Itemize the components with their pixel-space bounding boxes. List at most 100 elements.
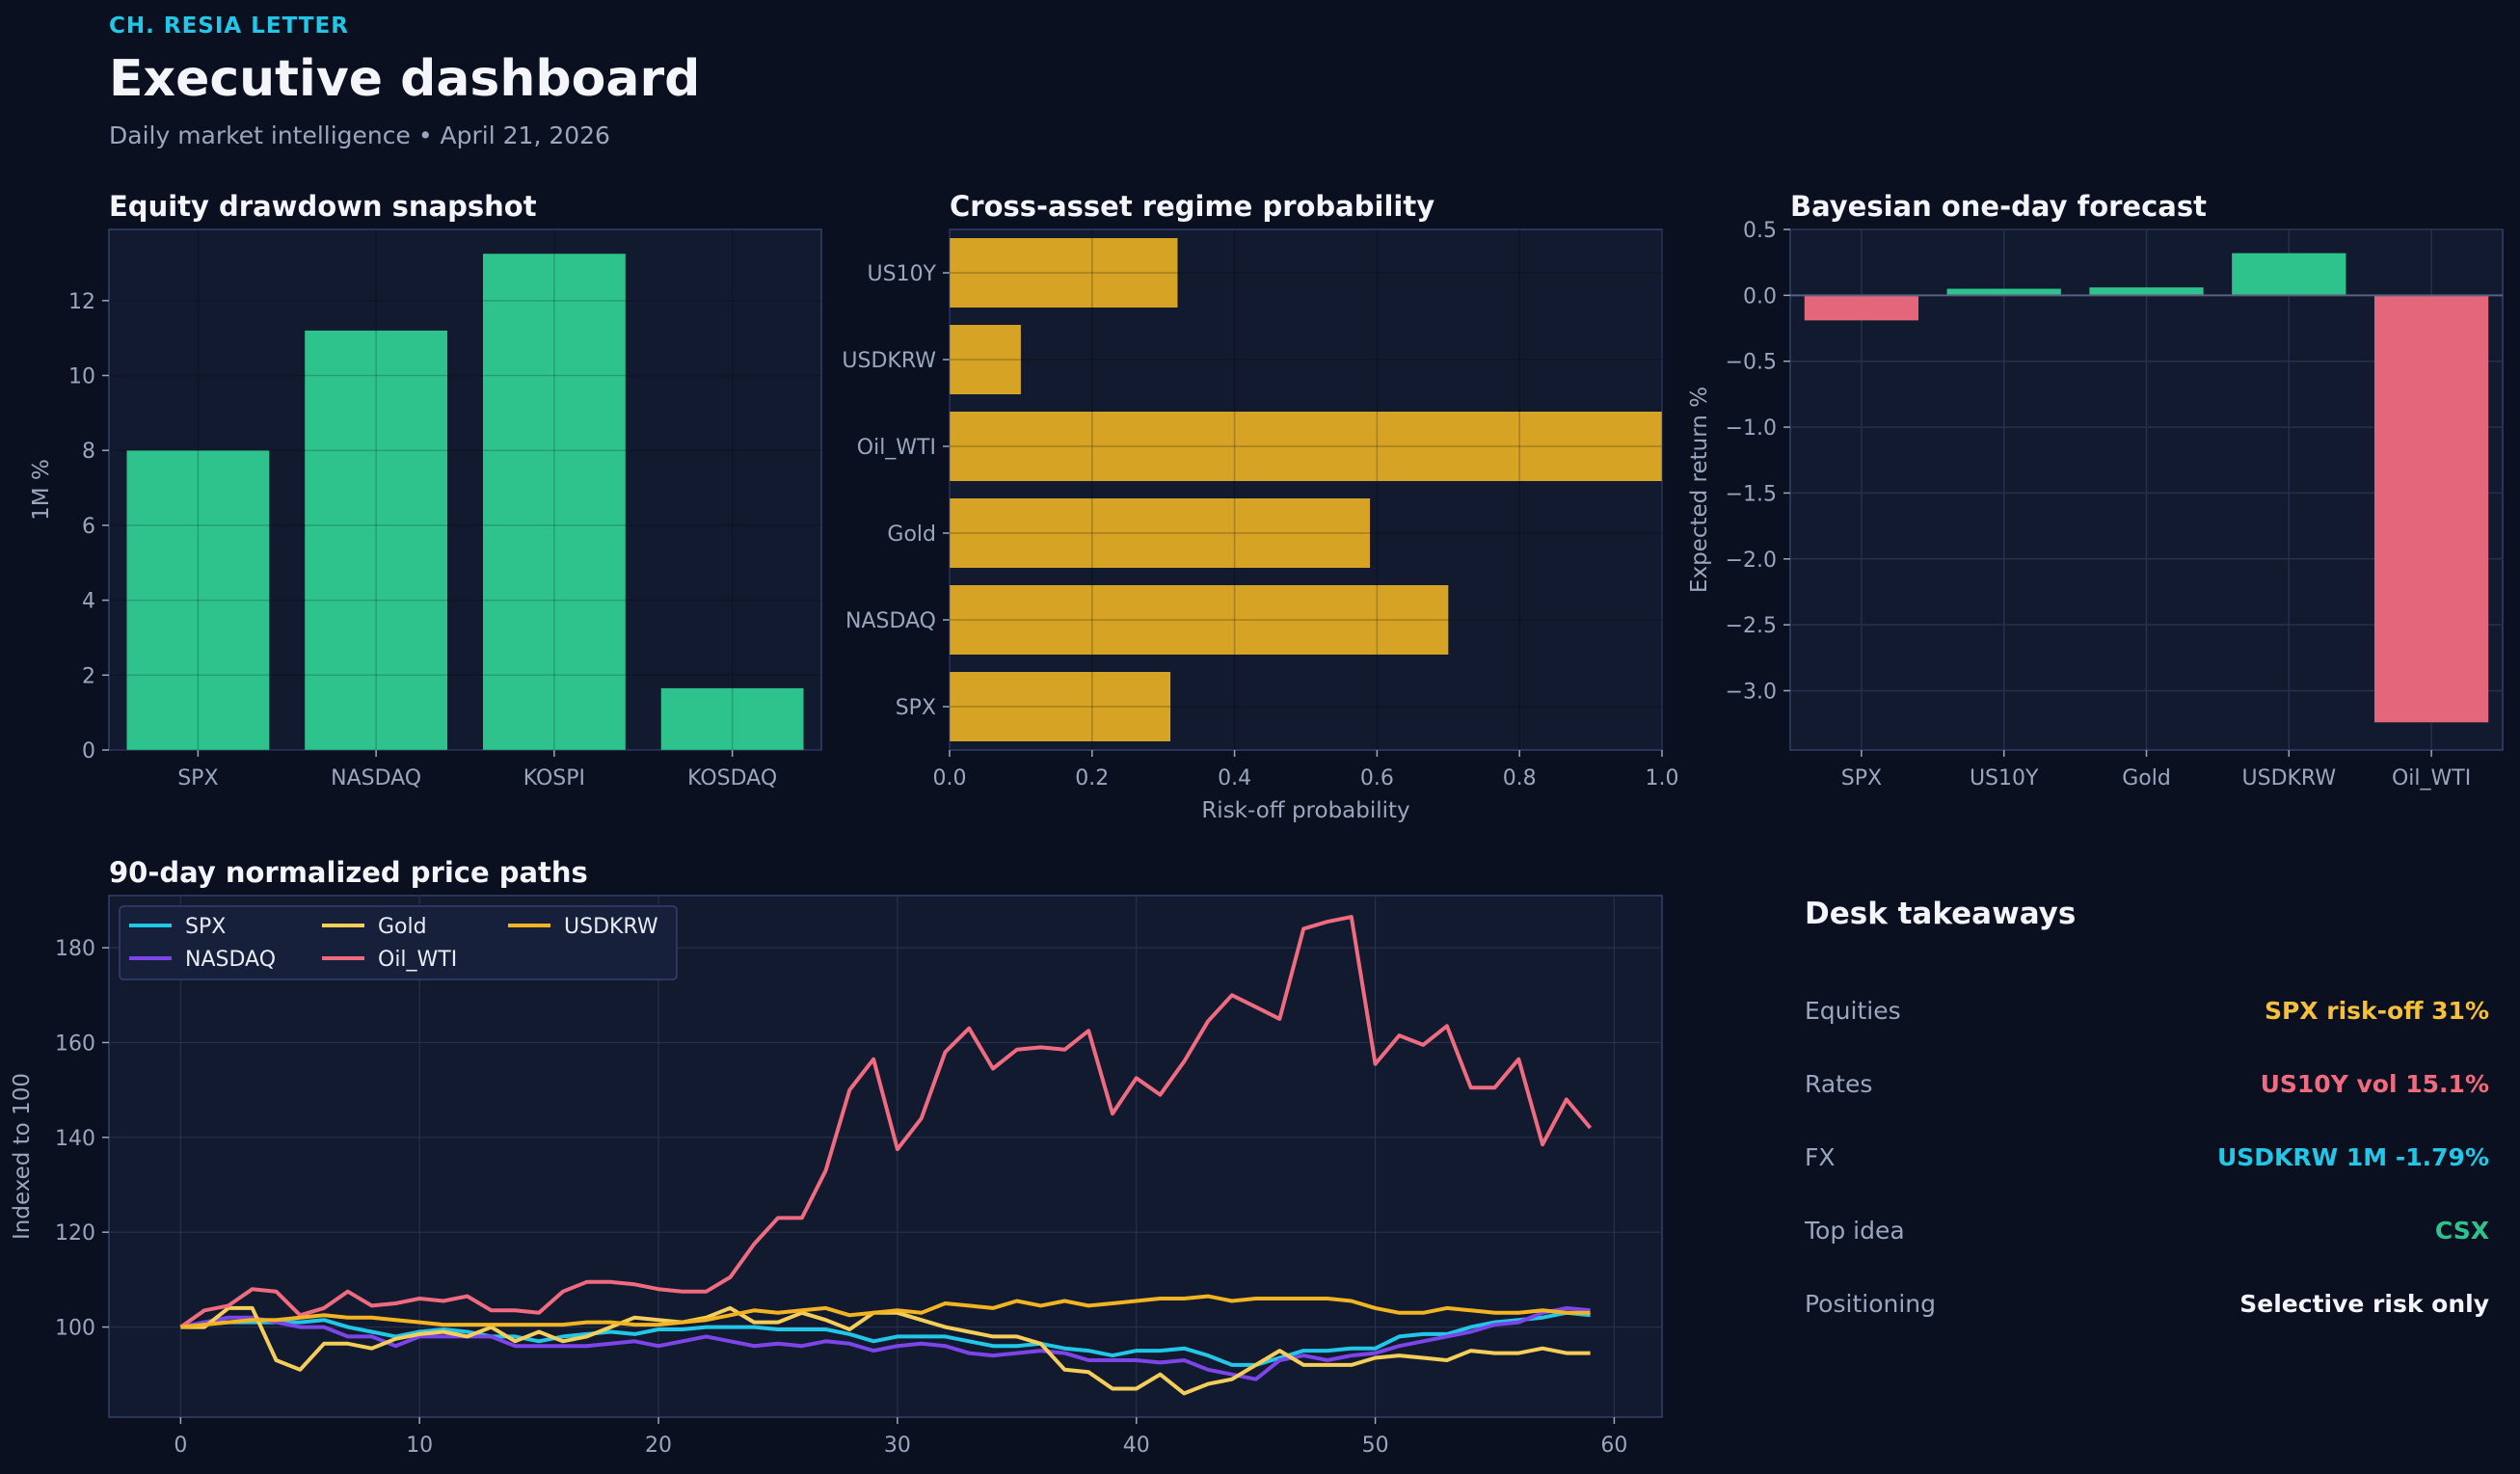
- plot-area: [949, 228, 1663, 751]
- y-tick-label: −1.0: [1726, 416, 1777, 441]
- bar: [660, 687, 804, 750]
- regime-chart-title: Cross-asset regime probability: [950, 190, 1435, 223]
- takeaways-title: Desk takeaways: [1805, 897, 2077, 931]
- x-tick-label: 0.4: [1218, 766, 1251, 791]
- bar: [950, 325, 1021, 394]
- takeaway-label: Positioning: [1805, 1289, 1936, 1318]
- y-axis-label: Indexed to 100: [10, 1073, 35, 1240]
- bar: [1946, 288, 2061, 296]
- y-tick-label: 0: [82, 739, 95, 764]
- bar: [950, 238, 1178, 308]
- x-axis-label: Risk-off probability: [1201, 798, 1409, 823]
- y-tick-label: 0.5: [1743, 219, 1777, 243]
- legend-label: Gold: [378, 915, 427, 939]
- drawdown-chart-title: Equity drawdown snapshot: [109, 190, 537, 223]
- y-tick-label: −2.5: [1726, 614, 1777, 638]
- y-tick-label: 4: [82, 590, 95, 614]
- takeaway-value: USDKRW 1M -1.79%: [2216, 1142, 2489, 1171]
- bar: [950, 585, 1449, 655]
- x-tick-label: 40: [1123, 1434, 1150, 1458]
- brand-label: CH. RESIA LETTER: [109, 13, 349, 39]
- x-tick-label: 50: [1362, 1434, 1389, 1458]
- forecast-chart-title: Bayesian one-day forecast: [1790, 190, 2207, 223]
- x-tick-label: SPX: [1841, 766, 1882, 791]
- x-tick-label: 0.8: [1503, 766, 1537, 791]
- x-tick-label: NASDAQ: [331, 766, 421, 791]
- takeaway-row-positioning: Positioning Selective risk only: [1805, 1267, 2489, 1340]
- y-tick-label: USDKRW: [842, 349, 936, 373]
- legend-label: USDKRW: [564, 915, 658, 939]
- bar: [2232, 253, 2346, 296]
- takeaway-value: CSX: [2434, 1216, 2489, 1245]
- x-tick-label: 0.0: [933, 766, 967, 791]
- y-tick-label: −0.5: [1726, 351, 1777, 375]
- x-tick-label: USDKRW: [2242, 766, 2337, 791]
- y-axis-label: 1M %: [29, 459, 54, 521]
- bar: [126, 450, 270, 750]
- page-title: Executive dashboard: [109, 50, 701, 108]
- x-tick-label: 0.6: [1360, 766, 1394, 791]
- y-tick-label: 0.0: [1743, 284, 1777, 308]
- x-tick-label: 60: [1600, 1434, 1627, 1458]
- bar: [2373, 295, 2489, 723]
- x-tick-label: KOSDAQ: [687, 766, 777, 791]
- bar: [950, 672, 1171, 741]
- takeaway-label: Top idea: [1805, 1216, 1905, 1245]
- bar: [2089, 287, 2204, 296]
- x-tick-label: 10: [406, 1434, 433, 1458]
- takeaway-row-fx: FX USDKRW 1M -1.79%: [1805, 1120, 2489, 1193]
- series-line-oil_wti: [179, 915, 1593, 1329]
- takeaway-row-rates: Rates US10Y vol 15.1%: [1805, 1047, 2489, 1120]
- y-tick-label: 10: [68, 365, 95, 389]
- x-tick-label: US10Y: [1970, 766, 2039, 791]
- x-tick-label: 0: [174, 1434, 187, 1458]
- y-tick-label: NASDAQ: [845, 609, 936, 633]
- y-tick-label: SPX: [896, 696, 936, 720]
- legend-label: SPX: [185, 915, 226, 939]
- y-tick-label: 12: [68, 290, 95, 314]
- x-tick-label: Oil_WTI: [2392, 766, 2471, 791]
- takeaway-value: Selective risk only: [2239, 1289, 2489, 1318]
- y-tick-label: 160: [55, 1032, 95, 1056]
- bar: [305, 330, 448, 750]
- y-tick-label: −3.0: [1726, 680, 1777, 704]
- takeaway-row-equities: Equities SPX risk-off 31%: [1805, 974, 2489, 1047]
- y-tick-label: −1.5: [1726, 482, 1777, 506]
- legend-label: Oil_WTI: [378, 948, 457, 972]
- page-subtitle: Daily market intelligence • April 21, 20…: [109, 121, 610, 149]
- paths-chart-title: 90-day normalized price paths: [109, 856, 588, 889]
- series-line-usdkrw: [180, 1294, 1591, 1329]
- series-line-spx: [180, 1310, 1591, 1367]
- y-tick-label: Oil_WTI: [857, 436, 936, 460]
- bar: [1804, 295, 1919, 321]
- y-tick-label: 100: [55, 1317, 95, 1341]
- y-tick-label: US10Y: [868, 262, 937, 286]
- x-tick-label: KOSPI: [523, 766, 585, 791]
- y-tick-label: 120: [55, 1221, 95, 1246]
- takeaway-label: Rates: [1805, 1069, 1873, 1098]
- x-tick-label: 30: [884, 1434, 911, 1458]
- y-axis-label: Expected return %: [1687, 387, 1712, 593]
- y-tick-label: 8: [82, 440, 95, 464]
- series-line-nasdaq: [180, 1305, 1591, 1381]
- takeaway-label: FX: [1805, 1142, 1836, 1171]
- x-tick-label: 1.0: [1646, 766, 1679, 791]
- desk-takeaways-panel: Desk takeaways Equities SPX risk-off 31%…: [1805, 897, 2489, 1340]
- x-tick-label: 20: [645, 1434, 672, 1458]
- y-tick-label: −2.0: [1726, 549, 1777, 573]
- takeaway-label: Equities: [1805, 996, 1901, 1025]
- takeaway-row-top-idea: Top idea CSX: [1805, 1193, 2489, 1267]
- takeaway-value: SPX risk-off 31%: [2264, 996, 2489, 1025]
- y-tick-label: 180: [55, 937, 95, 961]
- legend-label: NASDAQ: [185, 948, 276, 972]
- y-tick-label: 2: [82, 664, 95, 688]
- y-tick-label: Gold: [887, 523, 936, 547]
- y-tick-label: 140: [55, 1127, 95, 1151]
- x-tick-label: Gold: [2122, 766, 2171, 791]
- bar: [482, 254, 626, 750]
- x-tick-label: 0.2: [1075, 766, 1109, 791]
- takeaway-value: US10Y vol 15.1%: [2260, 1069, 2489, 1098]
